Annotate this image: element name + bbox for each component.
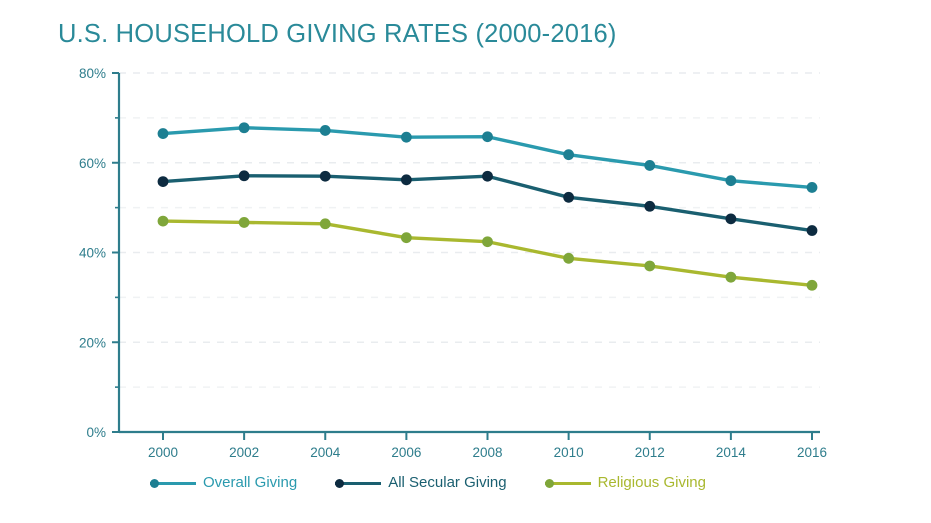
x-axis-tick-label: 2010 (554, 445, 584, 460)
series-data-point (482, 170, 493, 182)
series-data-point (400, 131, 412, 143)
series-data-point (238, 217, 250, 228)
chart-title: U.S. HOUSEHOLD GIVING RATES (2000-2016) (58, 20, 617, 48)
legend-line-icon (335, 481, 382, 485)
y-axis-tick-labels: 0% 20% 40% 60% 80% (79, 66, 106, 440)
legend-swatch-icon (544, 477, 591, 489)
legend-item[interactable]: Religious Giving (544, 474, 706, 491)
x-axis-tick-label: 2006 (391, 445, 421, 460)
series-data-point (806, 182, 818, 193)
series-data-point (725, 271, 737, 283)
series-data-point (563, 252, 575, 264)
y-axis-tick-label: 0% (86, 425, 106, 440)
x-axis-tick-label: 2008 (472, 445, 502, 460)
x-axis-tick-label: 2014 (716, 445, 747, 460)
series-data-point (563, 191, 575, 203)
series-data-point (482, 236, 493, 248)
legend-item[interactable]: Overall Giving (150, 474, 297, 491)
series-data-point (806, 279, 818, 291)
series-data-point (157, 176, 169, 187)
series-data-point (644, 260, 656, 272)
axes-group (112, 72, 820, 440)
series-data-point (644, 200, 656, 212)
series-data-point (563, 149, 575, 161)
legend-swatch-icon (335, 477, 382, 489)
y-axis-tick-label: 40% (79, 246, 106, 261)
series-data-point (644, 160, 656, 171)
y-axis-tick-label: 60% (79, 156, 106, 171)
legend-swatch-icon (150, 477, 196, 489)
legend-line-icon (150, 481, 196, 485)
series-markers-group (157, 122, 818, 291)
x-axis-tick-labels: 2000 2002 2004 2006 2008 2010 2012 2014 2016 (148, 445, 827, 460)
y-axis-tick-label: 20% (79, 335, 106, 350)
y-axis-tick-label: 80% (79, 66, 106, 81)
x-axis-tick-label: 2000 (148, 445, 178, 460)
series-data-point (319, 125, 331, 136)
legend-item-label: Overall Giving (203, 474, 298, 491)
series-lines-group (161, 126, 814, 287)
series-data-point (238, 170, 250, 182)
legend-line-icon (544, 481, 591, 485)
legend-item[interactable]: All Secular Giving (335, 474, 507, 491)
x-axis-tick-label: 2002 (229, 445, 259, 460)
legend-dot-icon (150, 478, 159, 488)
series-data-point (400, 174, 412, 186)
chart-legend: Overall Giving All Secular Giving Religiou… (150, 474, 744, 491)
legend-dot-icon (335, 478, 345, 488)
series-data-point (400, 232, 412, 244)
series-data-point (319, 218, 331, 230)
series-data-point (482, 131, 493, 143)
x-axis-tick-label: 2012 (635, 445, 665, 460)
legend-dot-icon (544, 478, 554, 488)
x-axis-tick-label: 2016 (797, 445, 827, 460)
series-data-point (725, 213, 737, 225)
series-data-point (319, 170, 331, 182)
legend-item-label: Religious Giving (597, 474, 706, 491)
series-data-point (238, 122, 250, 134)
series-data-point (806, 225, 818, 236)
series-data-point (725, 175, 737, 187)
gridlines-group (119, 72, 820, 388)
x-axis-tick-label: 2004 (310, 445, 341, 460)
series-data-point (157, 128, 169, 139)
legend-item-label: All Secular Giving (388, 474, 507, 491)
series-data-point (157, 215, 169, 227)
